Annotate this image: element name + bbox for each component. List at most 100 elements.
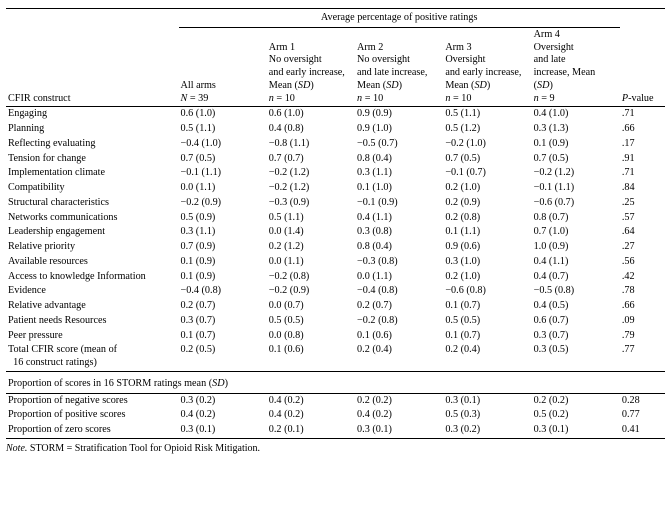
- row-label: Proportion of positive scores: [6, 408, 179, 423]
- cell-pvalue: .66: [620, 122, 665, 137]
- cell-value: 0.0 (1.4): [267, 225, 355, 240]
- cell-value: −0.6 (0.8): [443, 284, 531, 299]
- cell-value: 0.2 (0.8): [443, 211, 531, 226]
- cell-value: 0.2 (0.1): [267, 423, 355, 438]
- table-row: Structural characteristics−0.2 (0.9)−0.3…: [6, 196, 665, 211]
- cell-value: 0.2 (0.5): [179, 343, 267, 371]
- cell-value: −0.2 (0.8): [267, 270, 355, 285]
- cell-value: 0.2 (0.2): [532, 393, 620, 408]
- cell-value: 0.9 (0.9): [355, 107, 443, 122]
- cell-value: 0.5 (1.1): [443, 107, 531, 122]
- cell-pvalue: 0.41: [620, 423, 665, 438]
- cell-value: 0.7 (0.5): [532, 152, 620, 167]
- cell-value: 0.6 (0.7): [532, 314, 620, 329]
- cell-pvalue: 0.28: [620, 393, 665, 408]
- cell-value: −0.5 (0.7): [355, 137, 443, 152]
- cell-value: 0.5 (0.2): [532, 408, 620, 423]
- cell-value: 0.1 (0.9): [532, 137, 620, 152]
- cell-value: 0.0 (1.1): [355, 270, 443, 285]
- cell-pvalue: .84: [620, 181, 665, 196]
- cell-pvalue: .79: [620, 329, 665, 344]
- table-row: Engaging0.6 (1.0)0.6 (1.0)0.9 (0.9)0.5 (…: [6, 107, 665, 122]
- row-label: Structural characteristics: [6, 196, 179, 211]
- cell-value: 0.3 (0.8): [355, 225, 443, 240]
- col-arm1: Arm 1 No oversight and early increase, M…: [267, 27, 355, 107]
- cell-value: 0.4 (1.0): [532, 107, 620, 122]
- cell-value: 0.8 (0.7): [532, 211, 620, 226]
- table-row: Reflecting evaluating−0.4 (1.0)−0.8 (1.1…: [6, 137, 665, 152]
- cell-value: 0.7 (0.7): [267, 152, 355, 167]
- table-row: Total CFIR score (mean of 16 construct r…: [6, 343, 665, 371]
- cell-pvalue: .56: [620, 255, 665, 270]
- row-label: Patient needs Resources: [6, 314, 179, 329]
- cell-value: 0.1 (0.6): [355, 329, 443, 344]
- cell-pvalue: .78: [620, 284, 665, 299]
- table-row: Peer pressure0.1 (0.7)0.0 (0.8)0.1 (0.6)…: [6, 329, 665, 344]
- cell-value: −0.3 (0.8): [355, 255, 443, 270]
- cell-value: 0.6 (1.0): [179, 107, 267, 122]
- cell-pvalue: .64: [620, 225, 665, 240]
- cell-pvalue: .91: [620, 152, 665, 167]
- cell-value: 0.0 (0.7): [267, 299, 355, 314]
- cell-value: −0.4 (1.0): [179, 137, 267, 152]
- col-arm4: Arm 4 Oversight and late increase, Mean …: [532, 27, 620, 107]
- cell-value: 0.3 (0.2): [179, 393, 267, 408]
- cell-value: 0.2 (0.7): [355, 299, 443, 314]
- spanner-title: Average percentage of positive ratings: [179, 11, 620, 27]
- row-label: Relative priority: [6, 240, 179, 255]
- cell-value: 0.3 (1.1): [179, 225, 267, 240]
- cell-pvalue: .09: [620, 314, 665, 329]
- col-arm3: Arm 3 Oversight and early increase, Mean…: [443, 27, 531, 107]
- cell-value: 0.5 (0.5): [443, 314, 531, 329]
- cell-value: 0.1 (0.7): [443, 329, 531, 344]
- row-label: Proportion of zero scores: [6, 423, 179, 438]
- cell-value: −0.1 (0.9): [355, 196, 443, 211]
- cell-value: 0.4 (0.7): [532, 270, 620, 285]
- cell-pvalue: .66: [620, 299, 665, 314]
- cell-pvalue: .77: [620, 343, 665, 371]
- cell-pvalue: .71: [620, 107, 665, 122]
- cell-value: 1.0 (0.9): [532, 240, 620, 255]
- cell-value: 0.5 (0.3): [443, 408, 531, 423]
- cell-value: 0.3 (0.2): [443, 423, 531, 438]
- cell-value: 0.1 (0.9): [179, 255, 267, 270]
- table-row: Relative advantage0.2 (0.7)0.0 (0.7)0.2 …: [6, 299, 665, 314]
- table-row: Planning0.5 (1.1)0.4 (0.8)0.9 (1.0)0.5 (…: [6, 122, 665, 137]
- cell-value: −0.1 (1.1): [532, 181, 620, 196]
- row-label: Tension for change: [6, 152, 179, 167]
- cell-value: 0.4 (0.8): [267, 122, 355, 137]
- row-label: Leadership engagement: [6, 225, 179, 240]
- cell-value: 0.5 (0.9): [179, 211, 267, 226]
- col-all-arms: All arms N = 39: [179, 27, 267, 107]
- row-label: Access to knowledge Information: [6, 270, 179, 285]
- cell-pvalue: .42: [620, 270, 665, 285]
- cell-value: 0.8 (0.4): [355, 152, 443, 167]
- cell-value: 0.3 (1.0): [443, 255, 531, 270]
- cell-value: 0.3 (1.3): [532, 122, 620, 137]
- table-row: Networks communications0.5 (0.9)0.5 (1.1…: [6, 211, 665, 226]
- cell-value: 0.2 (1.2): [267, 240, 355, 255]
- col-headers: CFIR construct All arms N = 39 Arm 1 No …: [6, 27, 665, 107]
- table-row: Proportion of positive scores0.4 (0.2)0.…: [6, 408, 665, 423]
- cell-value: −0.2 (0.9): [179, 196, 267, 211]
- cell-value: 0.1 (1.0): [355, 181, 443, 196]
- row-label: Available resources: [6, 255, 179, 270]
- cell-value: 0.4 (0.2): [267, 393, 355, 408]
- cell-pvalue: .17: [620, 137, 665, 152]
- cell-value: 0.4 (0.2): [355, 408, 443, 423]
- cell-value: 0.1 (0.7): [179, 329, 267, 344]
- cell-value: 0.9 (0.6): [443, 240, 531, 255]
- cell-value: 0.1 (0.9): [179, 270, 267, 285]
- row-label: Engaging: [6, 107, 179, 122]
- cell-value: 0.2 (0.7): [179, 299, 267, 314]
- section-proportion-header: Proportion of scores in 16 STORM ratings…: [6, 371, 665, 393]
- cfir-table: Average percentage of positive ratings C…: [6, 8, 665, 439]
- cell-value: 0.2 (0.2): [355, 393, 443, 408]
- cell-value: 0.5 (1.2): [443, 122, 531, 137]
- cell-value: 0.3 (0.1): [179, 423, 267, 438]
- row-label: Total CFIR score (mean of 16 construct r…: [6, 343, 179, 371]
- cell-value: 0.4 (0.2): [267, 408, 355, 423]
- table-row: Leadership engagement0.3 (1.1)0.0 (1.4)0…: [6, 225, 665, 240]
- table-row: Tension for change 0.7 (0.5) 0.7 (0.7)0.8 …: [6, 152, 665, 167]
- table-row: Relative priority0.7 (0.9)0.2 (1.2)0.8 (…: [6, 240, 665, 255]
